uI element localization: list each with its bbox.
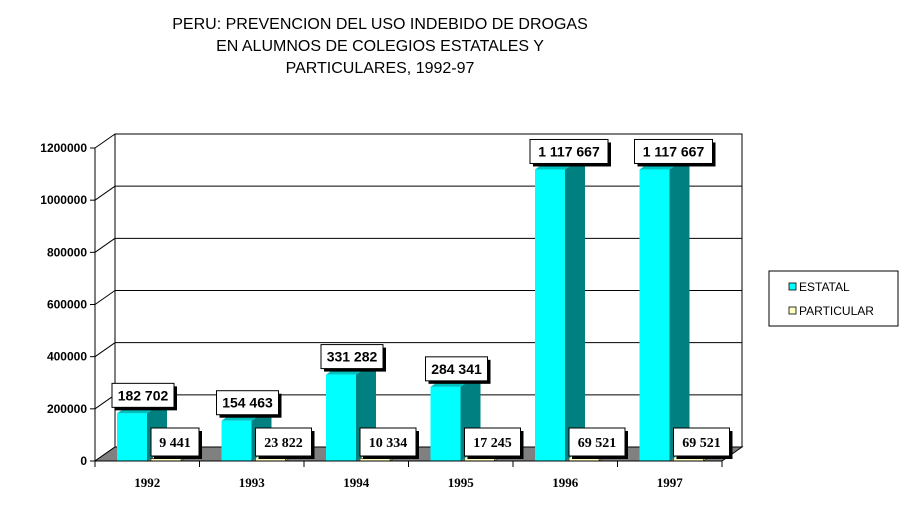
estatal-data-label: 284 341 — [431, 361, 482, 377]
data-label-box — [150, 427, 200, 457]
legend-label: ESTATAL — [799, 280, 850, 294]
x-tick-label: 1996 — [552, 475, 579, 490]
title-line: EN ALUMNOS DE COLEGIOS ESTATALES Y — [216, 38, 544, 55]
estatal-data-label: 331 282 — [327, 349, 378, 365]
data-label-box — [529, 138, 609, 164]
gridline-diagonal — [94, 133, 116, 149]
estatal-data-label: 182 702 — [118, 387, 169, 403]
y-tick-label: 400000 — [47, 350, 87, 364]
y-tick-label: 1000000 — [40, 193, 87, 207]
estatal-bar-side — [669, 155, 690, 461]
data-label-box — [673, 427, 730, 457]
particular-data-label: 17 245 — [473, 436, 512, 451]
x-tick-label: 1994 — [343, 475, 370, 490]
gridline-diagonal — [94, 237, 116, 253]
gridline-diagonal — [94, 342, 116, 358]
title-line: PERU: PREVENCION DEL USO INDEBIDO DE DRO… — [172, 16, 588, 33]
y-tick-label: 800000 — [47, 245, 87, 259]
particular-data-label: 9 441 — [159, 436, 191, 451]
legend-swatch — [788, 306, 797, 315]
x-tick-label: 1995 — [448, 475, 475, 490]
y-tick-label: 0 — [80, 454, 87, 468]
x-tick-label: 1993 — [239, 475, 266, 490]
estatal-bar — [221, 420, 252, 461]
data-label-box — [425, 356, 488, 382]
data-label-box — [464, 427, 521, 457]
data-label-box — [216, 390, 279, 416]
data-label-box — [568, 427, 626, 457]
estatal-bar — [326, 374, 356, 461]
particular-data-label: 69 521 — [682, 436, 721, 451]
data-label-box — [111, 382, 175, 408]
legend-label: PARTICULAR — [799, 304, 874, 318]
y-tick-label: 600000 — [47, 298, 87, 312]
estatal-bar — [117, 413, 147, 461]
x-tick-label: 1997 — [657, 475, 684, 490]
estatal-data-label: 1 117 667 — [538, 143, 600, 159]
estatal-bar — [639, 169, 670, 461]
particular-data-label: 10 334 — [369, 436, 408, 451]
data-label-box — [255, 427, 312, 457]
legend — [768, 270, 899, 327]
particular-data-label: 23 822 — [264, 436, 303, 451]
estatal-bar — [535, 169, 565, 461]
estatal-data-label: 1 117 667 — [643, 143, 705, 159]
x-tick-label: 1992 — [134, 475, 160, 490]
gridline-diagonal — [94, 185, 116, 201]
estatal-data-label: 154 463 — [222, 395, 273, 411]
particular-data-label: 69 521 — [578, 436, 617, 451]
estatal-bar-side — [565, 155, 585, 461]
y-tick-label: 200000 — [47, 402, 87, 416]
data-label-box — [359, 427, 417, 457]
legend-swatch — [788, 282, 797, 291]
data-label-box — [634, 138, 713, 164]
y-tick-label: 1200000 — [40, 141, 87, 155]
data-label-box — [320, 344, 384, 370]
chart-title: PERU: PREVENCION DEL USO INDEBIDO DE DRO… — [150, 14, 610, 80]
estatal-bar — [430, 386, 461, 461]
title-line: PARTICULARES, 1992-97 — [285, 60, 475, 77]
gridline-diagonal — [94, 290, 116, 305]
